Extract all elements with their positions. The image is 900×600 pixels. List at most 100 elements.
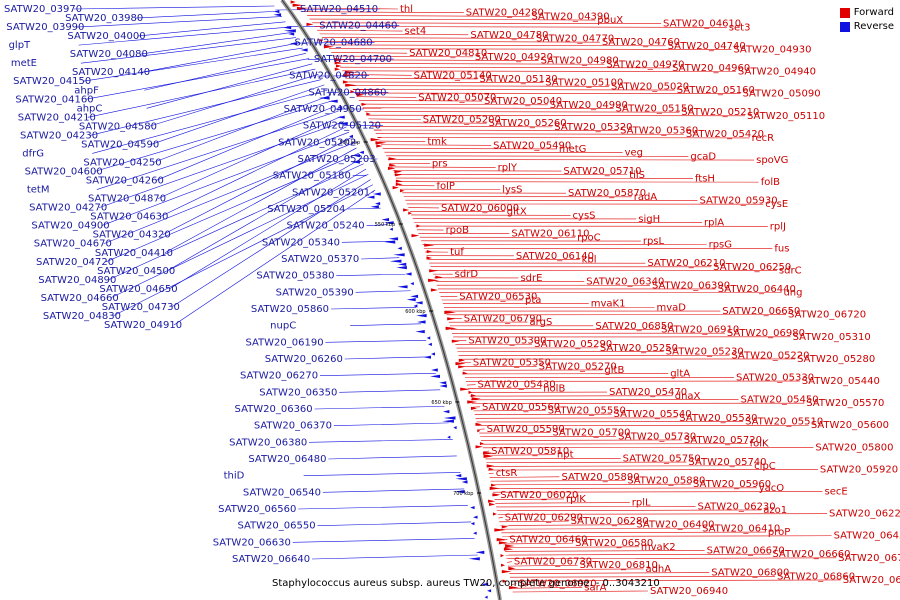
reverse-gene-arrow [381, 218, 390, 222]
reverse-gene-label: SATW20_04000 [67, 31, 145, 42]
reverse-gene-arrow [389, 259, 402, 263]
forward-gene-label: rplY [498, 162, 518, 173]
forward-gene-label: proP [768, 527, 790, 538]
forward-gene-arrow [306, 22, 314, 26]
forward-gene-leader [362, 107, 614, 109]
forward-gene-arrow [435, 275, 443, 279]
forward-gene-label: gltA [670, 369, 690, 380]
reverse-gene-leader [319, 373, 436, 376]
reverse-gene-label: SATW20_06360 [235, 404, 313, 415]
forward-gene-label: SATW20_04780 [470, 30, 548, 41]
forward-gene-arrow [426, 256, 432, 260]
reverse-gene-label: SATW20_04250 [83, 157, 161, 168]
reverse-gene-leader [155, 105, 336, 181]
reverse-gene-leader [76, 16, 282, 28]
reverse-gene-arrow [350, 160, 360, 164]
reverse-gene-leader [146, 63, 313, 109]
reverse-gene-arrow [410, 282, 414, 286]
reverse-gene-label: ahpF [74, 85, 99, 96]
reverse-gene-label: ahpC [77, 103, 103, 114]
forward-gene-leader [368, 118, 421, 120]
forward-gene-leader [498, 517, 503, 519]
forward-gene-arrow [470, 406, 478, 410]
reverse-gene-label: SATW20_06630 [213, 537, 291, 548]
forward-gene-leader [382, 148, 557, 150]
forward-gene-leader [335, 59, 539, 61]
forward-gene-label: SATW20_04280 [466, 8, 544, 19]
forward-gene-label: SATW20_05210 [681, 107, 759, 118]
forward-gene-leader [304, 11, 464, 13]
reverse-gene-leader [99, 121, 344, 208]
reverse-gene-arrow [442, 419, 454, 423]
reverse-gene-label: SATW20_04160 [15, 94, 93, 105]
reverse-gene-label: SATW20_04670 [34, 239, 112, 250]
forward-gene-leader [484, 454, 555, 456]
forward-gene-arrow [508, 586, 519, 590]
forward-gene-label: yacO [759, 483, 785, 494]
reverse-gene-leader [171, 179, 371, 308]
forward-gene-label: folB [761, 177, 780, 188]
forward-gene-label: SATW20_05150 [616, 103, 694, 114]
reverse-gene-arrow [375, 202, 381, 206]
reverse-gene-arrow [397, 285, 408, 289]
forward-gene-leader [503, 542, 574, 545]
reverse-gene-arrow [397, 246, 402, 250]
forward-gene-label: SATW20_05070 [418, 92, 496, 103]
forward-gene-leader [356, 96, 417, 98]
reverse-gene-arrow [431, 352, 435, 356]
reverse-gene-leader [352, 174, 367, 176]
forward-gene-label: tmk [427, 137, 447, 148]
reverse-gene-leader [303, 472, 461, 476]
forward-gene-label: SATW20_05260 [489, 118, 567, 129]
forward-gene-label: SATW20_05870 [568, 188, 646, 199]
forward-gene-label: SATW20_05720 [684, 435, 762, 446]
forward-gene-leader [350, 85, 609, 87]
forward-gene-label: SATW20_04760 [602, 37, 680, 48]
reverse-gene-leader [322, 488, 465, 493]
forward-gene-label: SATW20_06910 [661, 324, 739, 335]
forward-gene-label: cysE [765, 199, 788, 210]
forward-gene-leader [321, 37, 535, 39]
forward-gene-arrow [335, 64, 342, 68]
forward-gene-arrow [392, 186, 399, 190]
forward-gene-label: recR [752, 133, 775, 144]
forward-gene-label: SATW20_06800 [711, 568, 789, 579]
reverse-gene-leader [157, 116, 342, 199]
forward-gene-arrow [475, 422, 483, 426]
reverse-gene-label: SATW20_05370 [281, 254, 359, 265]
forward-gene-arrow [458, 365, 466, 369]
forward-gene-label: veg [625, 148, 643, 159]
reverse-gene-arrow [484, 595, 488, 599]
forward-gene-label: SATW20_06280 [571, 516, 649, 527]
reverse-gene-label: SATW20_04910 [104, 320, 182, 331]
forward-gene-label: SATW20_05450 [741, 394, 819, 405]
reverse-gene-label: SATW20_06560 [218, 504, 296, 515]
forward-gene-arrow [501, 570, 512, 574]
reverse-gene-leader [330, 306, 417, 310]
reverse-gene-arrow [337, 122, 348, 126]
forward-gene-leader [348, 81, 544, 83]
forward-gene-leader [492, 491, 823, 493]
forward-gene-leader [511, 587, 583, 589]
forward-gene-label: SATW20_04990 [550, 100, 628, 111]
reverse-gene-label: SATW20_05340 [262, 237, 340, 248]
forward-gene-arrow [292, 3, 304, 7]
forward-gene-label: mvaD [657, 302, 687, 313]
reverse-gene-label: SATW20_04140 [72, 67, 150, 78]
forward-gene-leader [489, 476, 560, 478]
forward-gene-leader [333, 55, 473, 58]
reverse-gene-label: SATW20_04270 [29, 203, 107, 214]
forward-gene-arrow [344, 70, 357, 74]
forward-gene-arrow [429, 269, 438, 273]
forward-gene-label: SATW20_05510 [745, 417, 823, 428]
reverse-gene-label: SATW20_04590 [81, 139, 159, 150]
reverse-gene-arrow [487, 589, 492, 593]
reverse-gene-arrow [283, 29, 296, 33]
forward-gene-leader [505, 553, 771, 556]
forward-gene-label: SATW20_06340 [586, 277, 664, 288]
forward-gene-leader [506, 557, 837, 560]
forward-gene-label: metG [559, 144, 587, 155]
reverse-gene-label: nupC [270, 321, 296, 332]
forward-gene-leader [324, 40, 600, 43]
